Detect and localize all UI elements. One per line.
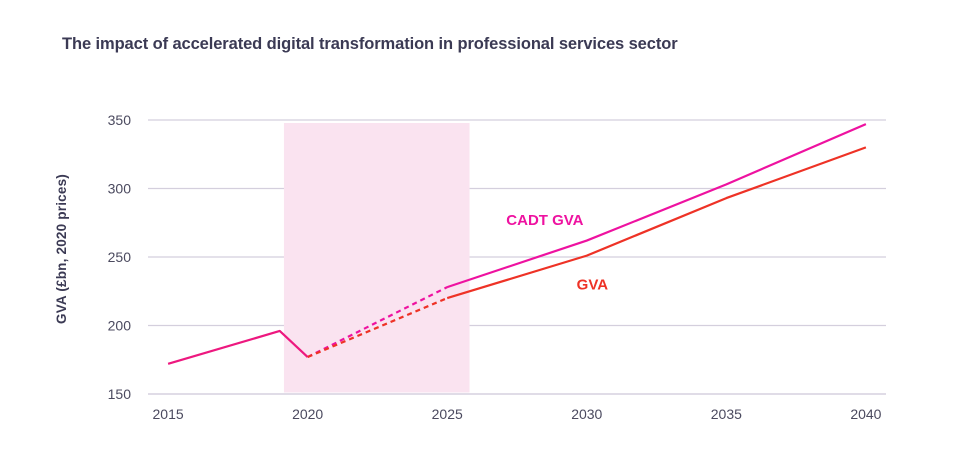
y-tick-label-200: 200 xyxy=(108,318,132,334)
series-line-4 xyxy=(446,146,867,300)
highlight-band xyxy=(283,123,470,393)
series-label-1: GVA xyxy=(577,276,609,293)
series-line-1 xyxy=(307,286,448,358)
y-tick-label-350: 350 xyxy=(108,112,132,128)
series-line-0 xyxy=(167,329,309,365)
y-tick-label-300: 300 xyxy=(108,181,132,197)
x-tick-label-2015: 2015 xyxy=(153,406,184,422)
series-label-0: CADT GVA xyxy=(506,212,583,229)
x-tick-label-2025: 2025 xyxy=(432,406,463,422)
x-tick-label-2040: 2040 xyxy=(850,406,881,422)
x-tick-label-2035: 2035 xyxy=(711,406,742,422)
x-tick-label-2030: 2030 xyxy=(571,406,602,422)
x-tick-label-2020: 2020 xyxy=(292,406,323,422)
series-line-3 xyxy=(307,297,448,359)
y-tick-label-250: 250 xyxy=(108,249,132,265)
series-line-2 xyxy=(446,123,867,289)
chart-title: The impact of accelerated digital transf… xyxy=(62,35,678,53)
y-tick-label-150: 150 xyxy=(108,386,132,402)
